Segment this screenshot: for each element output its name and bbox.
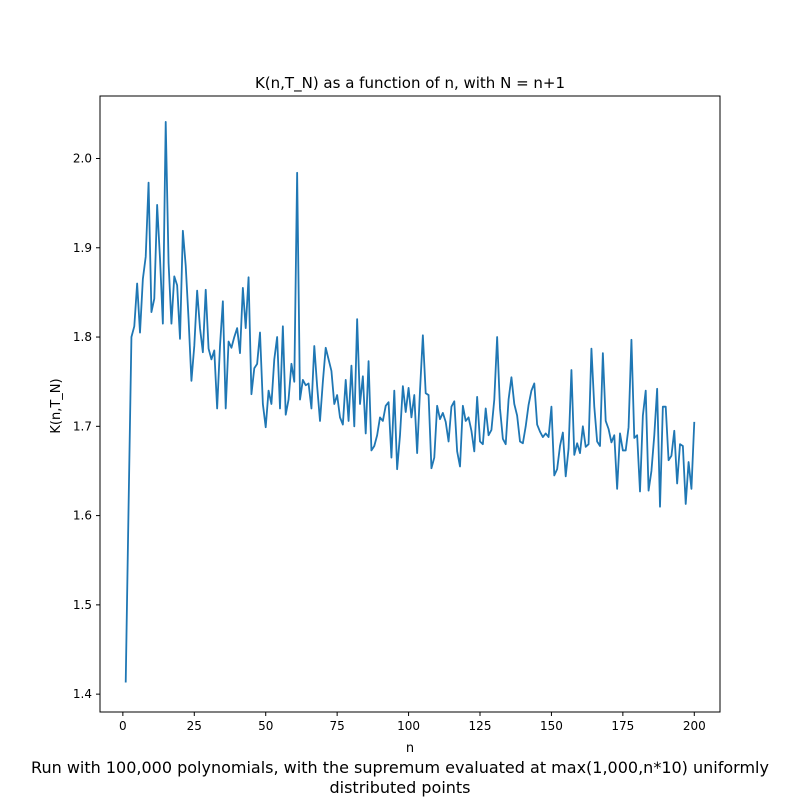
plot-frame	[99, 95, 721, 713]
x-tick-label: 50	[258, 719, 273, 733]
x-tick-label: 25	[187, 719, 202, 733]
x-tick-label: 175	[611, 719, 634, 733]
x-axis-title: n	[406, 741, 414, 756]
x-tick-label: 0	[119, 719, 127, 733]
y-tick-label: 1.8	[73, 330, 92, 344]
x-tick-label: 150	[540, 719, 563, 733]
caption-line-1: Run with 100,000 polynomials, with the s…	[31, 758, 769, 777]
y-tick-label: 2.0	[73, 151, 92, 165]
y-tick-label: 1.7	[73, 419, 92, 433]
y-axis-title: K(n,T_N)	[49, 378, 64, 433]
x-tick-label: 200	[683, 719, 706, 733]
series-line	[124, 120, 696, 683]
y-tick-label: 1.4	[73, 687, 92, 701]
figure-caption: Run with 100,000 polynomials, with the s…	[0, 758, 800, 798]
y-tick-label: 1.5	[73, 598, 92, 612]
y-tick-label: 1.6	[73, 509, 92, 523]
caption-line-2: distributed points	[329, 778, 471, 797]
x-tick-label: 100	[397, 719, 420, 733]
y-tick-label: 1.9	[73, 241, 92, 255]
x-tick-label: 125	[469, 719, 492, 733]
plot-area: 0 25 50 75 100 125 150 175 200 1.4 1.5 1.6 1.7 1.8 1.9…	[73, 95, 721, 733]
x-tick-label: 75	[330, 719, 345, 733]
chart-title: K(n,T_N) as a function of n, with N = n+…	[255, 74, 565, 93]
